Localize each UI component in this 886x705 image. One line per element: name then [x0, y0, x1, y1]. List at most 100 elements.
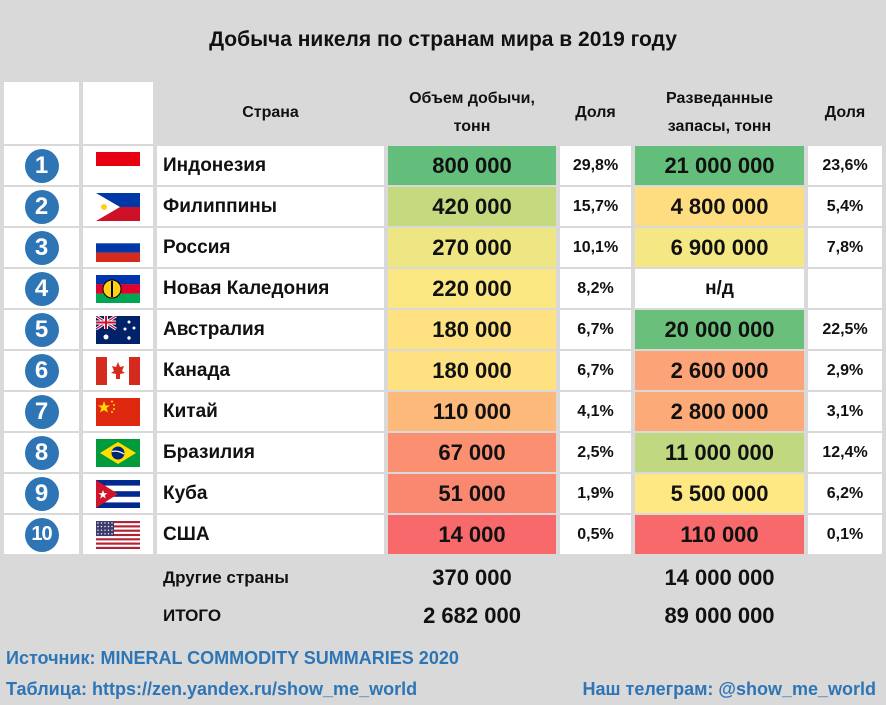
- other-label: Другие страны: [157, 558, 384, 597]
- page-title: Добыча никеля по странам мира в 2019 год…: [209, 28, 677, 51]
- new-caledonia-flag-icon: [96, 274, 140, 303]
- country-cell-value: Бразилия: [163, 441, 256, 463]
- country-cell: Филиппины: [157, 187, 384, 226]
- reserves-share-cell: 22,5%: [808, 310, 882, 349]
- country-cell-value: Австралия: [163, 318, 265, 340]
- production-share-cell-value: 10,1%: [572, 238, 619, 256]
- country-cell: Индонезия: [157, 146, 384, 185]
- reserves-share-cell: 0,1%: [808, 515, 882, 554]
- table-row: 10 США 14 000 0,5% 110 000 0,1%: [0, 515, 886, 554]
- table-row: 1 Индонезия 800 000 29,8% 21 000 000 23,6%: [0, 146, 886, 185]
- rank-badge: 2: [24, 189, 59, 224]
- reserves-cell-value: н/д: [705, 277, 734, 299]
- reserves-cell: 2 800 000: [635, 392, 804, 431]
- rank-badge: 9: [24, 476, 59, 511]
- production-cell-value: 110 000: [432, 398, 512, 424]
- reserves-share-cell-value: 0,1%: [826, 525, 864, 543]
- reserves-cell: 21 000 000: [635, 146, 804, 185]
- table-row: 2 Филиппины 420 000 15,7% 4 800 000 5,4%: [0, 187, 886, 226]
- reserves-cell-value: 4 800 000: [670, 193, 769, 219]
- production-cell-value: 180 000: [432, 357, 512, 383]
- production-share-cell-value: 29,8%: [572, 156, 619, 174]
- table-row: 9 Куба 51 000 1,9% 5 500 000 6,2%: [0, 474, 886, 513]
- reserves-share-cell-value: 6,2%: [826, 484, 864, 502]
- telegram-link[interactable]: Наш телеграм: @show_me_world: [582, 679, 876, 699]
- reserves-cell: 4 800 000: [635, 187, 804, 226]
- reserves-share-cell-value: 12,4%: [822, 443, 868, 461]
- country-cell-value: Куба: [163, 482, 208, 504]
- rank-cell: 3: [4, 228, 79, 267]
- reserves-cell-value: 2 600 000: [670, 357, 769, 383]
- country-cell-value: Филиппины: [163, 195, 277, 217]
- country-cell: США: [157, 515, 384, 554]
- rank-cell: 4: [4, 269, 79, 308]
- header-reserves-line2: запасы, тонн: [667, 118, 772, 135]
- other-countries-row: Другие страны 370 000 14 000 000: [0, 558, 886, 597]
- header-reserves: Разведанные запасы, тонн: [635, 82, 804, 144]
- country-cell-value: США: [163, 523, 210, 545]
- cuba-flag-icon: [96, 479, 140, 508]
- reserves-share-cell: 2,9%: [808, 351, 882, 390]
- reserves-cell-value: 2 800 000: [670, 398, 769, 424]
- production-share-cell-value: 4,1%: [577, 402, 614, 420]
- production-share-cell-value: 6,7%: [577, 361, 614, 379]
- reserves-cell-value: 110 000: [680, 521, 759, 547]
- other-reserves-value: 14 000 000: [664, 564, 775, 590]
- production-cell: 180 000: [388, 310, 556, 349]
- canada-flag-icon: [96, 356, 140, 385]
- production-share-cell-value: 0,5%: [577, 525, 614, 543]
- production-share-cell: 1,9%: [560, 474, 631, 513]
- total-row: ИТОГО 2 682 000 89 000 000: [0, 597, 886, 634]
- rank-badge: 3: [24, 230, 59, 265]
- reserves-cell: 110 000: [635, 515, 804, 554]
- production-share-cell-value: 2,5%: [577, 443, 614, 461]
- reserves-cell: 5 500 000: [635, 474, 804, 513]
- total-production-value: 2 682 000: [423, 602, 521, 628]
- flag-cell: [83, 187, 153, 226]
- rank-cell: 7: [4, 392, 79, 431]
- country-cell: Австралия: [157, 310, 384, 349]
- rank-badge: 7: [24, 394, 59, 429]
- table-link[interactable]: Таблица: https://zen.yandex.ru/show_me_w…: [6, 679, 418, 699]
- header-reserves-line1: Разведанные: [666, 90, 773, 107]
- production-cell: 800 000: [388, 146, 556, 185]
- reserves-cell: 6 900 000: [635, 228, 804, 267]
- country-cell: Новая Каледония: [157, 269, 384, 308]
- reserves-cell-value: 20 000 000: [664, 316, 775, 342]
- total-label: ИТОГО: [157, 597, 384, 634]
- total-empty-rank: [4, 597, 79, 634]
- rank-cell: 2: [4, 187, 79, 226]
- production-cell-value: 270 000: [432, 234, 512, 260]
- header-production-line2: тонн: [453, 118, 491, 135]
- other-share1: [560, 558, 631, 597]
- reserves-share-cell: 12,4%: [808, 433, 882, 472]
- reserves-share-cell: 23,6%: [808, 146, 882, 185]
- rank-badge: 1: [24, 148, 59, 183]
- production-cell: 420 000: [388, 187, 556, 226]
- reserves-cell-value: 6 900 000: [670, 234, 769, 260]
- rank-badge: 8: [24, 435, 59, 470]
- production-cell-value: 800 000: [432, 152, 512, 178]
- total-share2: [808, 597, 882, 634]
- total-empty-flag: [83, 597, 153, 634]
- rank-cell: 5: [4, 310, 79, 349]
- other-production-value: 370 000: [432, 564, 512, 590]
- production-cell-value: 67 000: [438, 439, 506, 465]
- indonesia-flag-icon: [96, 151, 140, 180]
- country-cell: Россия: [157, 228, 384, 267]
- table-row: 6 Канада 180 000 6,7% 2 600 000 2,9%: [0, 351, 886, 390]
- flag-cell: [83, 433, 153, 472]
- flag-cell: [83, 310, 153, 349]
- header-empty-rank: [4, 82, 79, 144]
- country-cell-value: Новая Каледония: [163, 277, 330, 299]
- flag-cell: [83, 228, 153, 267]
- reserves-cell: н/д: [635, 269, 804, 308]
- rank-badge: 6: [24, 353, 59, 388]
- reserves-share-cell-value: 7,8%: [826, 238, 864, 256]
- brazil-flag-icon: [96, 438, 140, 467]
- production-share-cell: 15,7%: [560, 187, 631, 226]
- header-share2-label: Доля: [824, 104, 866, 121]
- reserves-share-cell-value: 3,1%: [826, 402, 864, 420]
- production-share-cell-value: 6,7%: [577, 320, 614, 338]
- reserves-cell: 2 600 000: [635, 351, 804, 390]
